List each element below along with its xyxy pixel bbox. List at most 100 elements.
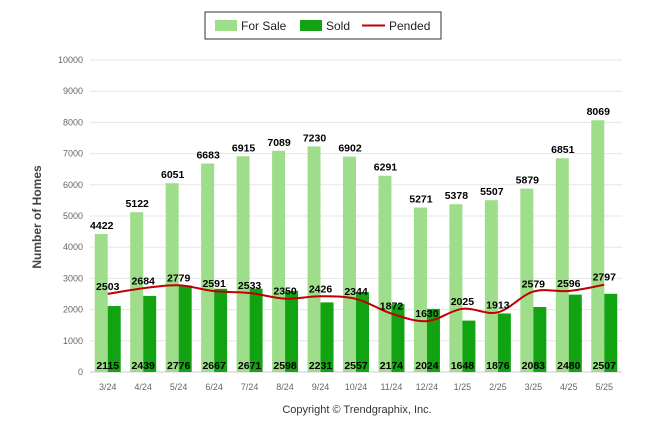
data-label-pended: 2797 xyxy=(593,272,617,284)
x-tick-label: 2/25 xyxy=(489,382,507,392)
data-label-sold: 2231 xyxy=(309,360,333,372)
bar-for-sale xyxy=(343,156,356,372)
x-tick-label: 3/24 xyxy=(99,382,117,392)
bar-sold xyxy=(249,288,263,372)
x-tick-label: 12/24 xyxy=(416,382,439,392)
data-label-sold: 2671 xyxy=(238,360,262,372)
y-tick-label: 2000 xyxy=(63,305,83,315)
legend-box xyxy=(204,11,442,40)
data-label-sold: 2024 xyxy=(415,360,439,372)
bar-sold xyxy=(604,293,618,372)
bar-sold xyxy=(462,320,476,372)
bar-for-sale xyxy=(201,163,215,372)
data-label-pended: 2350 xyxy=(273,286,297,298)
data-label-pended: 1630 xyxy=(415,308,439,320)
data-label-for-sale: 5879 xyxy=(516,175,540,187)
x-tick-label: 4/24 xyxy=(134,382,152,392)
bar-sold xyxy=(143,295,157,372)
legend-label-sold: Sold xyxy=(326,19,350,33)
data-label-pended: 2025 xyxy=(451,296,475,308)
y-tick-label: 1000 xyxy=(63,336,83,346)
data-label-sold: 2115 xyxy=(96,360,119,372)
data-label-pended: 1913 xyxy=(486,299,510,311)
y-axis-label: Number of Homes xyxy=(30,165,44,269)
data-label-for-sale: 6851 xyxy=(551,144,575,156)
x-tick-label: 11/24 xyxy=(381,382,403,392)
x-tick-label: 1/25 xyxy=(454,382,472,392)
data-label-pended: 2596 xyxy=(557,278,581,290)
bar-for-sale xyxy=(165,183,179,372)
x-tick-label: 5/25 xyxy=(596,382,614,392)
data-label-for-sale: 7089 xyxy=(267,137,291,149)
bar-sold xyxy=(178,285,192,372)
bar-sold xyxy=(356,292,369,372)
bar-sold xyxy=(391,304,405,372)
bar-for-sale xyxy=(378,175,392,372)
data-labels: 4422 2115 5122 2439 6051 2776 6683 2667 6915 2671… xyxy=(90,106,616,372)
bar-sold xyxy=(568,294,582,372)
data-label-pended: 2591 xyxy=(202,278,226,290)
bar-for-sale xyxy=(130,212,144,372)
legend-swatch-sold xyxy=(300,20,322,31)
bar-sold xyxy=(533,307,547,372)
bar-for-sale xyxy=(272,150,286,372)
data-label-pended: 2344 xyxy=(344,286,368,298)
y-tick-label: 9000 xyxy=(63,86,83,96)
data-label-sold: 2439 xyxy=(132,360,156,372)
data-label-for-sale: 7230 xyxy=(303,132,327,144)
x-tick-label: 4/25 xyxy=(560,382,578,392)
data-label-sold: 2776 xyxy=(167,360,191,372)
data-label-sold: 2667 xyxy=(202,360,226,372)
copyright: Copyright © Trendgraphix, Inc. xyxy=(282,404,431,416)
y-tick-label: 0 xyxy=(78,367,83,377)
bar-for-sale xyxy=(449,204,463,372)
data-label-for-sale: 6902 xyxy=(338,143,362,155)
x-tick-label: 6/24 xyxy=(205,382,223,392)
data-label-sold: 1876 xyxy=(486,360,510,372)
data-label-pended: 2533 xyxy=(238,280,262,292)
x-tick-label: 3/25 xyxy=(525,382,543,392)
data-label-sold: 2174 xyxy=(380,360,404,372)
y-tick-label: 8000 xyxy=(63,117,83,127)
x-tick-label: 10/24 xyxy=(345,382,368,392)
bar-for-sale xyxy=(484,200,498,372)
bars xyxy=(94,120,618,373)
x-tick-label: 8/24 xyxy=(276,382,294,392)
data-label-sold: 2480 xyxy=(557,360,581,372)
bar-for-sale xyxy=(236,156,250,372)
data-label-for-sale: 8069 xyxy=(587,106,611,118)
data-label-for-sale: 5271 xyxy=(409,194,433,206)
y-tick-label: 5000 xyxy=(63,211,83,221)
bar-sold xyxy=(320,302,334,372)
data-label-sold: 2083 xyxy=(522,360,546,372)
data-label-for-sale: 6051 xyxy=(161,169,185,181)
data-label-pended: 2426 xyxy=(309,283,333,295)
data-label-sold: 1648 xyxy=(451,360,475,372)
bar-sold xyxy=(426,308,440,372)
data-label-sold: 2557 xyxy=(344,360,368,372)
x-axis-ticks: 3/24 4/24 5/24 6/24 7/24 8/24 9/24 10/24 11/24 12… xyxy=(99,382,613,392)
y-tick-label: 4000 xyxy=(63,242,83,252)
bar-sold xyxy=(214,288,228,372)
x-tick-label: 7/24 xyxy=(241,382,259,392)
data-label-for-sale: 4422 xyxy=(90,220,114,232)
data-label-for-sale: 6683 xyxy=(196,149,220,161)
pended-line xyxy=(107,283,605,323)
data-label-sold: 2598 xyxy=(273,360,297,372)
bar-for-sale xyxy=(413,207,427,372)
bar-sold xyxy=(107,306,121,372)
data-label-pended: 2684 xyxy=(132,275,156,287)
bar-sold xyxy=(497,313,511,372)
legend-label-pended: Pended xyxy=(389,19,430,33)
bar-for-sale xyxy=(307,146,321,372)
bar-for-sale xyxy=(555,158,569,372)
bar-for-sale xyxy=(591,120,605,373)
x-tick-label: 5/24 xyxy=(170,382,188,392)
data-label-pended: 2579 xyxy=(522,279,546,291)
data-label-for-sale: 6291 xyxy=(374,162,398,174)
bar-sold xyxy=(285,290,299,372)
legend-swatch-for-sale xyxy=(215,20,237,31)
y-tick-label: 10000 xyxy=(58,55,83,65)
bar-for-sale xyxy=(94,234,108,372)
